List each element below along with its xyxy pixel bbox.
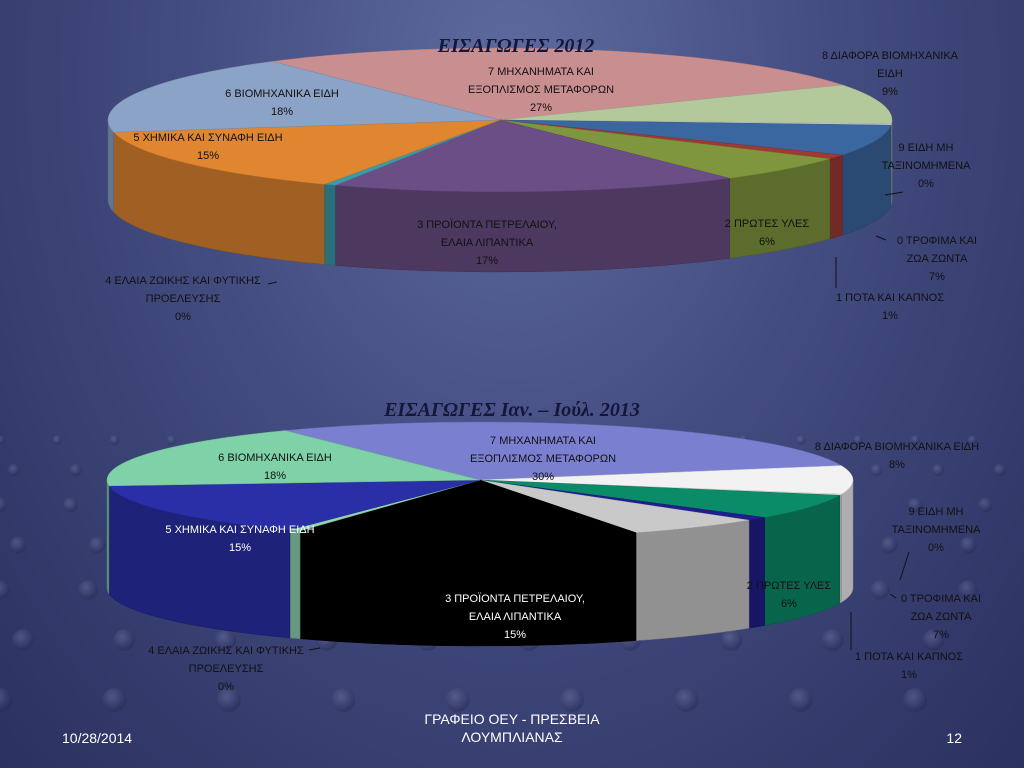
pie-slice-3 — [479, 479, 841, 518]
pie-side-walls — [107, 119, 893, 273]
pie-slice-8 — [113, 119, 501, 185]
slice-label-0: 7 ΜΗΧΑΝΗΜΑΤΑ ΚΑΙ ΕΞΟΠΛΙΣΜΟΣ ΜΕΤΑΦΟΡΩΝ 30% — [470, 435, 616, 483]
leader-line-2 — [899, 551, 910, 581]
footer-date: 10/28/2014 — [62, 730, 133, 746]
leader-line-2 — [884, 191, 904, 196]
pie-side-9 — [106, 479, 110, 595]
page-number: 12 — [946, 730, 962, 746]
pie-side-7 — [289, 529, 301, 640]
pie-slice-6 — [335, 119, 730, 193]
slice-label-8: 5 ΧΗΜΙΚΑ ΚΑΙ ΣΥΝΑΦΗ ΕΙΔΗ 15% — [133, 132, 282, 162]
slice-label-6: 3 ΠΡΟΪΟΝΤΑ ΠΕΤΡΕΛΑΙΟΥ, ΕΛΑΙΑ ΛΙΠΑΝΤΙΚΑ 15% — [445, 593, 585, 641]
footer-center-line2: ΛΟΥΜΠΛΙΑΝΑΣ — [461, 729, 563, 745]
pie-top — [106, 421, 854, 539]
footer-center-text: ΓΡΑΦΕΙΟ ΟΕΥ - ΠΡΕΣΒΕΙΑ ΛΟΥΜΠΛΙΑΝΑΣ — [362, 710, 662, 746]
pie-chart-2013: ΕΙΣΑΓΩΓΕΣ Ιαν. – Ιούλ. 2013 7 ΜΗΧΑΝΗΜΑΤΑ … — [106, 399, 981, 693]
slice-label-3: 0 ΤΡΟΦΙΜΑ ΚΑΙ ΖΩΑ ΖΩΝΤΑ 7% — [901, 593, 981, 641]
slice-label-4: 1 ΠΟΤΑ ΚΑΙ ΚΑΠΝΟΣ 1% — [836, 292, 944, 322]
slice-label-6: 3 ΠΡΟΪΟΝΤΑ ΠΕΤΡΕΛΑΙΟΥ, ΕΛΑΙΑ ΛΙΠΑΝΤΙΚΑ 17% — [417, 219, 557, 267]
slice-label-1: 8 ΔΙΑΦΟΡΑ ΒΙΟΜΗΧΑΝΙΚΑ ΕΙΔΗ 8% — [815, 441, 979, 471]
footer-center-line1: ΓΡΑΦΕΙΟ ΟΕΥ - ΠΡΕΣΒΕΙΑ — [424, 711, 600, 727]
slice-label-4: 1 ΠΟΤΑ ΚΑΙ ΚΑΠΝΟΣ 1% — [855, 651, 963, 681]
pie-side-9 — [107, 119, 114, 213]
pie-labels: 7 ΜΗΧΑΝΗΜΑΤΑ ΚΑΙ ΕΞΟΠΛΙΣΜΟΣ ΜΕΤΑΦΟΡΩΝ 30% 8… — [148, 435, 981, 693]
pie-slice-5 — [479, 479, 750, 533]
pie-side-6 — [299, 530, 637, 647]
pie-slice-1 — [499, 84, 893, 125]
pie-side-walls — [106, 479, 854, 647]
slice-label-9: 6 ΒΙΟΜΗΧΑΝΙΚΑ ΕΙΔΗ 18% — [225, 88, 339, 118]
pie-slice-0 — [284, 421, 843, 481]
pie-side-4 — [748, 517, 765, 629]
pie-slice-3 — [499, 119, 892, 156]
leader-line-7 — [308, 647, 321, 651]
slice-label-5: 2 ΠΡΩΤΕΣ ΥΛΕΣ 6% — [725, 218, 810, 248]
chart-title: ΕΙΣΑΓΩΓΕΣ Ιαν. – Ιούλ. 2013 — [383, 399, 640, 421]
pie-side-4 — [829, 154, 843, 240]
pie-slice-6 — [299, 479, 637, 539]
pie-slice-5 — [499, 119, 830, 179]
slice-label-2: 9 ΕΙΔΗ ΜΗ ΤΑΞΙΝΟΜΗΜΕΝΑ 0% — [882, 142, 971, 190]
pie-slice-9 — [106, 430, 481, 487]
slice-label-3: 0 ΤΡΟΦΙΜΑ ΚΑΙ ΖΩΑ ΖΩΝΤΑ 7% — [897, 235, 977, 283]
leader-line-7 — [267, 281, 278, 285]
chart-title: ΕΙΣΑΓΩΓΕΣ 2012 — [437, 35, 595, 57]
pie-side-1 — [841, 479, 854, 603]
pie-side-7 — [324, 184, 336, 266]
slice-label-5: 2 ΠΡΩΤΕΣ ΥΛΕΣ 6% — [747, 580, 832, 610]
leader-line-3 — [875, 235, 887, 241]
pie-slice-9 — [107, 61, 501, 133]
pie-slice-8 — [108, 479, 481, 531]
slice-label-7: 4 ΕΛΑΙΑ ΖΩΙΚΗΣ ΚΑΙ ΦΥΤΙΚΗΣ ΠΡΟΕΛΕΥΣΗΣ 0% — [148, 645, 304, 693]
pie-side-5 — [635, 519, 750, 641]
leader-line-3 — [889, 593, 897, 599]
pie-labels: 7 ΜΗΧΑΝΗΜΑΤΑ ΚΑΙ ΕΞΟΠΛΙΣΜΟΣ ΜΕΤΑΦΟΡΩΝ 27% 8… — [105, 50, 977, 323]
slice-label-7: 4 ΕΛΑΙΑ ΖΩΙΚΗΣ ΚΑΙ ΦΥΤΙΚΗΣ ΠΡΟΕΛΕΥΣΗΣ 0% — [105, 275, 261, 323]
slice-label-0: 7 ΜΗΧΑΝΗΜΑΤΑ ΚΑΙ ΕΞΟΠΛΙΣΜΟΣ ΜΕΤΑΦΟΡΩΝ 27% — [468, 66, 614, 114]
pie-slice-0 — [272, 47, 843, 121]
pie-side-2 — [839, 493, 842, 604]
slice-label-2: 9 ΕΙΔΗ ΜΗ ΤΑΞΙΝΟΜΗΜΕΝΑ 0% — [892, 506, 981, 554]
slice-label-8: 5 ΧΗΜΙΚΑ ΚΑΙ ΣΥΝΑΦΗ ΕΙΔΗ 15% — [165, 524, 314, 554]
pie-top — [107, 47, 893, 193]
slice-label-1: 8 ΔΙΑΦΟΡΑ ΒΙΟΜΗΧΑΝΙΚΑ ΕΙΔΗ 9% — [822, 50, 959, 98]
slice-label-9: 6 ΒΙΟΜΗΧΑΝΙΚΑ ΕΙΔΗ 18% — [218, 452, 332, 482]
pie-slice-1 — [479, 465, 854, 495]
